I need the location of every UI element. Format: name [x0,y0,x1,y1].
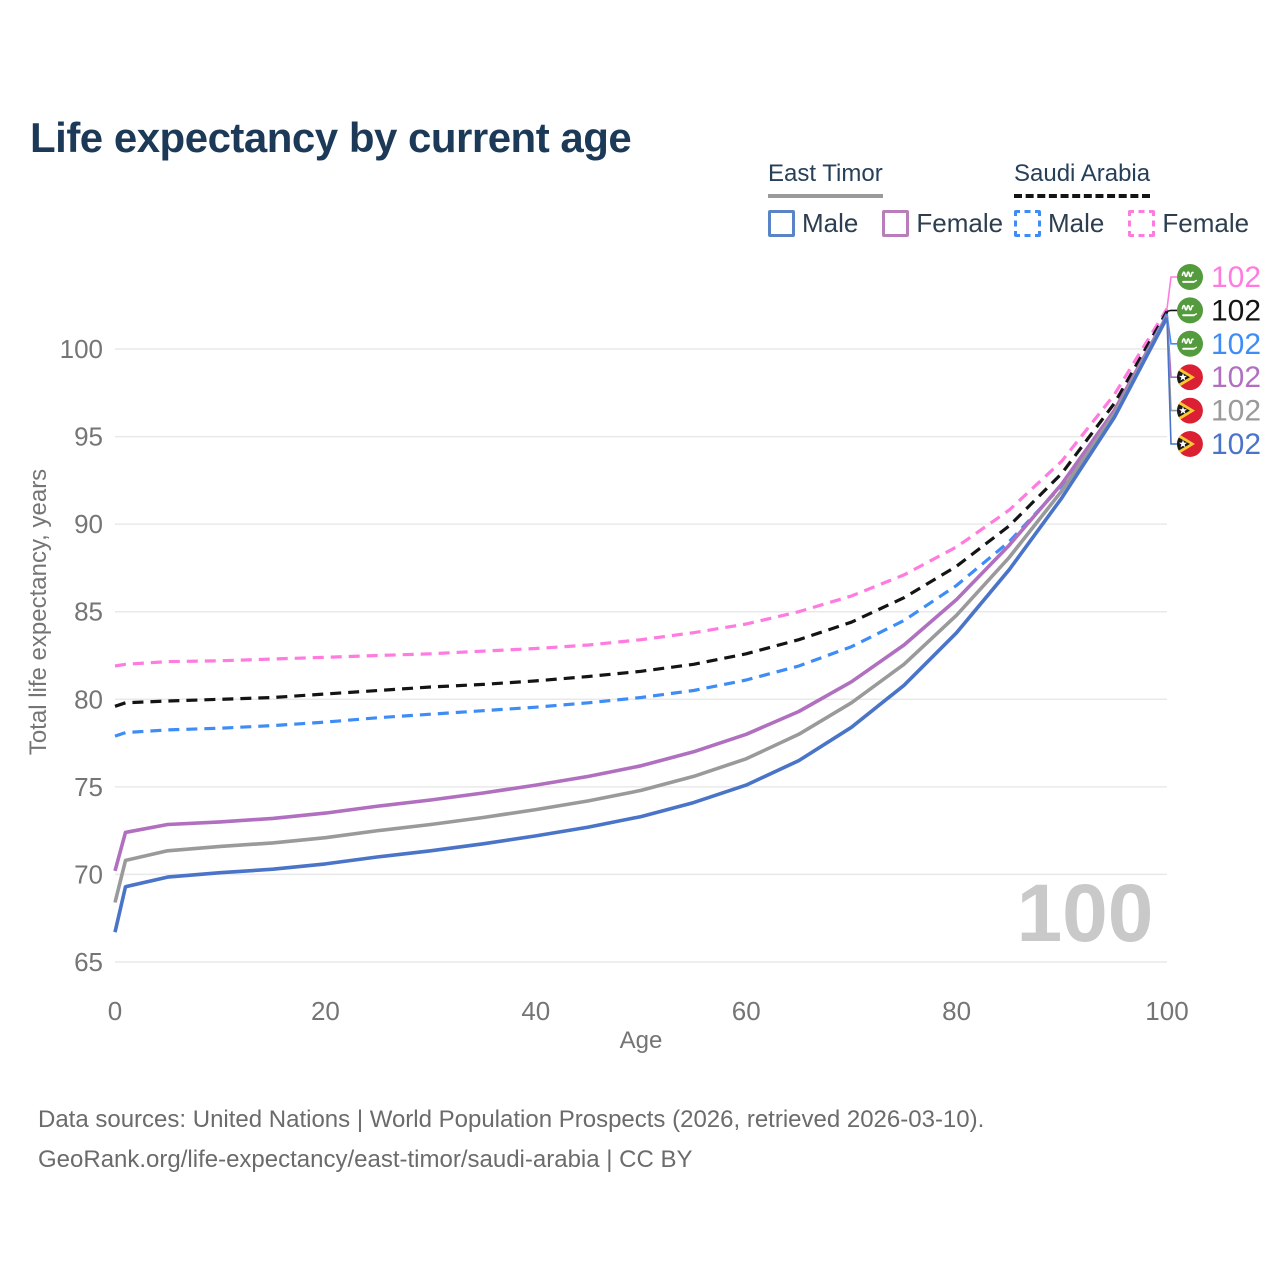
y-axis-tick-labels: 65 70 75 80 85 90 95 100 [60,334,103,977]
legend-label-east-timor-male: Male [802,208,859,238]
y-tick-80: 80 [74,684,103,714]
footer-data-sources: Data sources: United Nations | World Pop… [38,1106,985,1133]
x-tick-80: 80 [942,996,971,1026]
page-title: Life expectancy by current age [30,114,632,162]
end-value-east-timor-both: 102 [1211,395,1261,428]
end-value-saudi-arabia-female: 102 [1211,261,1261,294]
footer: Data sources: United Nations | World Pop… [38,1100,984,1180]
legend-items-saudi-arabia: Male Female [1014,208,1249,239]
y-tick-95: 95 [74,422,103,452]
x-tick-60: 60 [732,996,761,1026]
legend-item-east-timor-male[interactable]: Male [768,208,858,239]
series-line-saudi-arabia-female [114,307,1169,668]
east-timor-flag-icon [1177,364,1203,390]
legend-group-saudi-arabia: Saudi Arabia Male Female [1014,160,1249,239]
legend-country-east-timor: East Timor [768,160,883,198]
end-label-connector-saudi-arabia-female [1166,276,1177,309]
east-timor-female-swatch [882,210,910,237]
x-axis-tick-labels: 0 20 40 60 80 100 [108,996,1189,1026]
east-timor-male-swatch [768,210,795,237]
saudi-arabia-male-swatch [1014,210,1041,237]
legend-country-saudi-arabia: Saudi Arabia [1014,160,1151,198]
saudi-arabia-flag-icon [1176,329,1204,358]
saudi-arabia-flag-icon [1176,296,1204,325]
y-tick-85: 85 [74,597,103,627]
end-value-saudi-arabia-both: 102 [1211,294,1261,327]
legend-label-east-timor-female: Female [916,208,1004,238]
y-tick-75: 75 [74,772,103,802]
y-tick-70: 70 [74,859,103,889]
age-counter-watermark: 100 [1017,868,1154,959]
y-axis-title: Total life expectancy, years [25,469,52,755]
legend-item-east-timor-female[interactable]: Female [882,208,1003,239]
legend-item-saudi-arabia-female[interactable]: Female [1128,208,1249,239]
x-tick-100: 100 [1145,996,1188,1026]
x-tick-20: 20 [311,996,340,1026]
y-tick-65: 65 [74,947,103,977]
footer-attribution: GeoRank.org/life-expectancy/east-timor/s… [38,1146,693,1173]
legend-items-east-timor: Male Female [768,208,1003,239]
x-tick-0: 0 [108,996,122,1026]
series-lines [113,307,1169,933]
series-line-saudi-arabia-male [114,313,1169,738]
legend-item-saudi-arabia-male[interactable]: Male [1014,208,1104,239]
end-label-connector-east-timor-male [1166,317,1177,445]
series-line-east-timor-both [113,315,1169,903]
series-line-east-timor-female [113,314,1169,872]
y-tick-100: 100 [60,334,103,364]
saudi-arabia-flag-icon [1176,263,1204,291]
end-value-east-timor-female: 102 [1211,361,1261,394]
legend-group-east-timor: East Timor Male Female [768,160,1003,239]
east-timor-flag-icon [1177,398,1203,424]
east-timor-flag-icon [1177,431,1203,457]
series-line-east-timor-male [113,316,1169,933]
series-line-saudi-arabia-both [114,310,1169,708]
end-label-connector-saudi-arabia-both [1166,309,1177,313]
x-axis-title: Age [620,1027,663,1054]
end-value-saudi-arabia-male: 102 [1211,328,1261,361]
legend-label-saudi-arabia-female: Female [1162,208,1250,238]
end-value-east-timor-male: 102 [1211,428,1261,461]
saudi-arabia-female-swatch [1128,210,1156,237]
y-tick-90: 90 [74,509,103,539]
legend-label-saudi-arabia-male: Male [1048,208,1105,238]
x-tick-40: 40 [521,996,550,1026]
